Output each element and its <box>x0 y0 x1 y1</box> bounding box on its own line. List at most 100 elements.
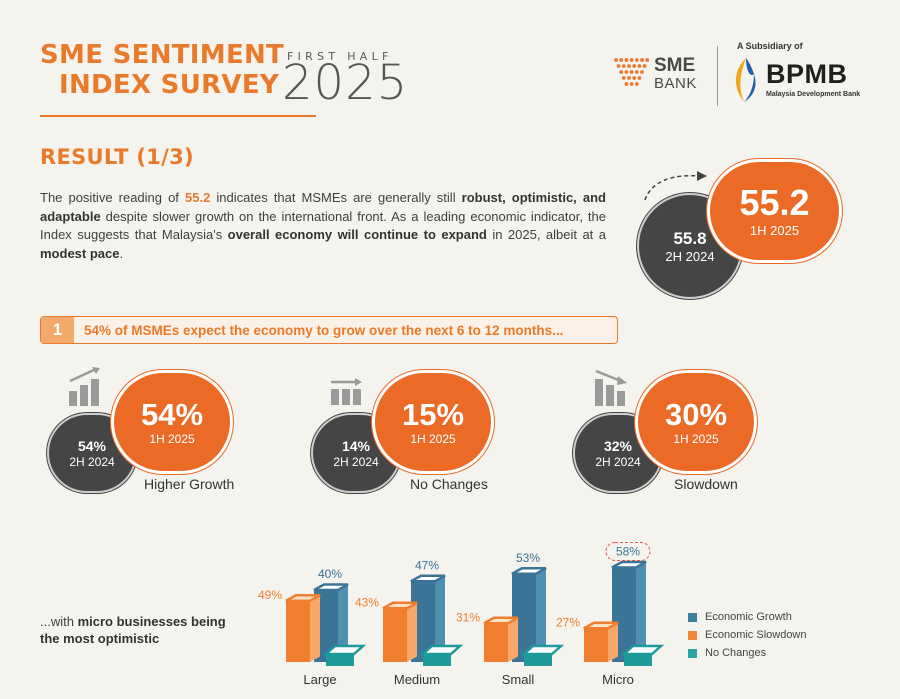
growth-chart-icon <box>69 367 100 406</box>
growth-value-label: 58% <box>616 545 640 559</box>
slowdown-value-label: 43% <box>355 595 379 609</box>
year-label: 2025 <box>282 55 409 111</box>
previous-index-label: 2H 2024 <box>665 248 715 264</box>
paragraph-segment: in 2025, albeit at a <box>486 227 606 242</box>
growth-bar-medium-top <box>410 574 446 583</box>
report-title: SME SENTIMENT INDEX SURVEY <box>40 40 284 100</box>
sme-logo-text: SME <box>654 55 696 76</box>
slowdown-bar-large-front <box>286 600 310 662</box>
subsidiary-label: A Subsidiary of <box>737 41 803 51</box>
growth-bar-small-top <box>511 567 547 575</box>
paragraph-segment: indicates that MSMEs are generally still <box>210 190 462 205</box>
category-label-micro: Micro <box>602 672 634 687</box>
growth-bar-large-front <box>314 590 338 662</box>
micro-text-bold-1: micro businesses being <box>77 614 226 629</box>
no-changes-current-circle: 15% 1H 2025 <box>372 370 494 474</box>
slowdown-bar-medium-top <box>382 601 418 610</box>
slowdown-previous-value: 32% <box>603 437 633 454</box>
decline-chart-icon <box>595 369 627 406</box>
legend-swatch <box>688 630 697 640</box>
no-changes-current-label: 1H 2025 <box>410 432 456 446</box>
slowdown-value-label: 31% <box>456 610 480 624</box>
higher-growth-current-circle: 54% 1H 2025 <box>111 370 233 474</box>
no-changes-current-value: 15% <box>401 397 465 432</box>
higher-growth-current-value: 54% <box>140 397 204 432</box>
slowdown-bar-medium-front <box>383 608 407 662</box>
legend-item: Economic Growth <box>688 608 807 626</box>
slowdown-current-circle: 30% 1H 2025 <box>635 370 757 474</box>
higher-growth-label: Higher Growth <box>144 476 235 492</box>
growth-value-label: 47% <box>415 558 439 572</box>
no-changes-bar-micro <box>624 654 652 666</box>
bpmb-logo-text: BPMB <box>766 59 848 89</box>
section-number: 1 <box>41 317 74 343</box>
title-line-1: SME SENTIMENT <box>40 40 285 70</box>
higher-growth-previous-value: 54% <box>77 437 107 454</box>
growth-bar-micro-front <box>612 567 636 662</box>
section-1-banner: 1 54% of MSMEs expect the economy to gro… <box>40 316 618 344</box>
slowdown-bar-small-front <box>484 623 508 662</box>
legend-label: Economic Growth <box>705 611 792 623</box>
growth-bar-small-side <box>536 568 546 662</box>
title-underline <box>40 115 316 117</box>
growth-value-label: 40% <box>318 567 342 581</box>
higher-growth-previous-label: 2H 2024 <box>69 454 115 469</box>
growth-bar-medium-front <box>411 581 435 662</box>
legend-item: No Changes <box>688 644 807 662</box>
legend-item: Economic Slowdown <box>688 626 807 644</box>
micro-text-bold-2: the most optimistic <box>40 631 160 646</box>
no-changes-previous-value: 14% <box>341 437 371 454</box>
paragraph-segment: 55.2 <box>185 190 211 205</box>
paragraph-segment: robust, optimistic, and adaptable <box>40 190 606 224</box>
current-index-label: 1H 2025 <box>749 223 800 238</box>
slowdown-previous-label: 2H 2024 <box>595 454 641 469</box>
no-changes-top-micro <box>620 644 665 656</box>
growth-bar-small-front <box>512 573 536 662</box>
category-label-large: Large <box>303 672 336 687</box>
no-changes-bar-large <box>326 654 354 666</box>
current-index-value: 55.2 <box>739 182 810 223</box>
section-1-text: 54% of MSMEs expect the economy to grow … <box>84 322 564 338</box>
bank-logo-text: BANK <box>654 75 697 92</box>
growth-bar-large-side <box>338 584 348 662</box>
title-line-2: INDEX SURVEY <box>59 70 280 100</box>
growth-bar-micro-side <box>636 562 646 662</box>
result-paragraph: The positive reading of 55.2 indicates t… <box>40 189 606 263</box>
paragraph-segment: The positive reading of <box>40 190 185 205</box>
result-title: RESULT (1/3) <box>40 145 194 169</box>
slowdown-bar-small-side <box>508 617 518 662</box>
slowdown-bar-micro-front <box>584 628 608 662</box>
growth-value-label: 53% <box>516 551 540 565</box>
slowdown-bar-medium-side <box>407 602 417 662</box>
growth-bar-micro-top <box>611 560 647 569</box>
slowdown-current-label: 1H 2025 <box>673 432 719 446</box>
flat-chart-icon <box>331 378 362 405</box>
slowdown-value-label: 49% <box>258 588 282 602</box>
no-changes-top-large <box>322 644 367 656</box>
previous-index-value: 55.8 <box>673 228 707 248</box>
bpmb-logo-icon <box>735 58 756 102</box>
highlight-outline <box>605 542 651 561</box>
micro-businesses-text: ...with micro businesses being the most … <box>40 613 226 647</box>
slowdown-bar-large-top <box>285 594 321 602</box>
legend-swatch <box>688 648 697 658</box>
slowdown-bar-small-top <box>483 616 519 625</box>
half-label: FIRST HALF <box>287 50 393 63</box>
slowdown-label: Slowdown <box>674 476 738 492</box>
paragraph-segment: overall economy will continue to expand <box>227 227 487 242</box>
slowdown-bar-micro-side <box>608 622 618 662</box>
no-changes-top-small <box>520 644 565 656</box>
slowdown-bar-micro-top <box>583 621 619 630</box>
chart-legend: Economic Growth Economic Slowdown No Chang… <box>688 608 807 662</box>
no-changes-bar-medium <box>423 654 451 666</box>
micro-text-pre: ...with <box>40 614 78 629</box>
no-changes-label: No Changes <box>410 476 488 492</box>
current-index-circle: 55.2 1H 2025 <box>707 159 842 263</box>
slowdown-bar-large-side <box>310 595 320 662</box>
legend-label: Economic Slowdown <box>705 629 807 641</box>
slowdown-value-label: 27% <box>556 615 580 629</box>
no-changes-top-medium <box>419 644 464 656</box>
growth-bar-large-top <box>313 583 349 592</box>
no-changes-bar-small <box>524 654 552 666</box>
